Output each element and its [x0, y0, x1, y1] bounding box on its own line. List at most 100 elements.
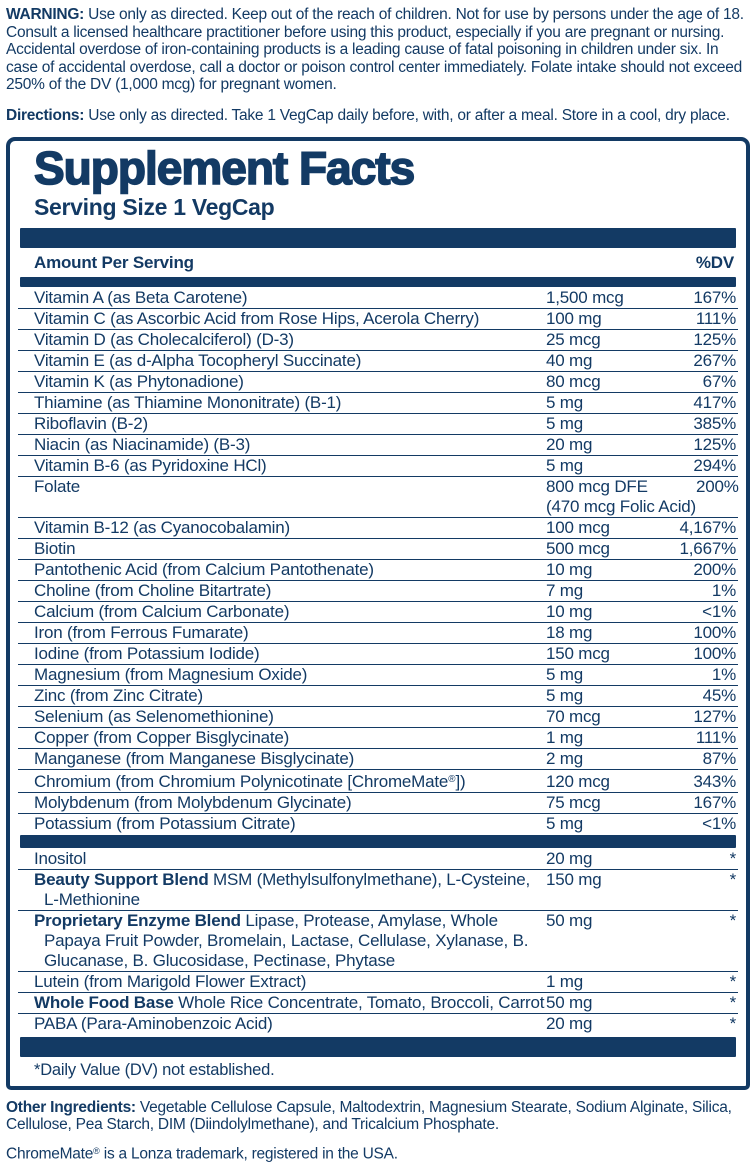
registered-trademark-symbol: ® — [93, 1145, 100, 1156]
supplement-facts-panel: Supplement Facts Serving Size 1 VegCap A… — [6, 137, 750, 1090]
row-dv-value: 1% — [711, 665, 736, 684]
row-amount: 80 mcg — [546, 372, 601, 391]
row-nutrient-name: Vitamin A (as Beta Carotene) — [34, 288, 248, 307]
row-nutrient-name: Choline (from Choline Bitartrate) — [34, 581, 272, 600]
row-nutrient-name: Biotin — [34, 539, 76, 558]
facts-rows-other: Inositol 20 mg * Beauty Support Blend MSM (… — [18, 848, 738, 1035]
row-amount: 20 mg — [546, 1013, 593, 1033]
row-nutrient-name: Whole Food Base Whole Rice Concentrate, … — [34, 992, 545, 1012]
row-amount: 120 mcg — [546, 771, 610, 791]
row-nutrient-name: Vitamin E (as d-Alpha Tocopheryl Succina… — [34, 351, 362, 370]
row-blend-name: Beauty Support Blend — [34, 869, 209, 889]
table-row: Vitamin K (as Phytonadione) 80 mcg 67% — [18, 371, 738, 392]
row-amount: 40 mg — [546, 351, 593, 370]
row-nutrient-name: Manganese (from Manganese Bisglycinate) — [34, 749, 355, 768]
row-dv-value: 100% — [693, 623, 736, 642]
row-dv-value: 167% — [693, 792, 736, 812]
table-row: Inositol 20 mg * — [18, 849, 738, 869]
dv-footnote: *Daily Value (DV) not established. — [34, 1060, 275, 1079]
row-dv-value: 111% — [695, 728, 736, 747]
row-dv-value: 67% — [702, 372, 737, 391]
directions-paragraph: Directions: Use only as directed. Take 1… — [6, 107, 752, 125]
table-row: Niacin (as Niacinamide) (B-3) 20 mg 125% — [18, 434, 738, 455]
other-ingredients-text: Vegetable Cellulose Capsule, Maltodextri… — [6, 1098, 732, 1134]
table-row: Whole Food Base Whole Rice Concentrate, … — [18, 991, 738, 1013]
warning-text: Use only as directed. Keep out of the re… — [6, 6, 744, 93]
table-row: Vitamin B-12 (as Cyanocobalamin) 100 mcg 4… — [18, 517, 738, 538]
row-nutrient-name: Calcium (from Calcium Carbonate) — [34, 602, 290, 621]
row-dv-value: 1% — [711, 581, 736, 600]
row-dv-value: 200% — [696, 477, 739, 496]
row-dv-value: 45% — [702, 686, 737, 705]
row-amount: 50 mg — [546, 910, 593, 930]
row-dv-value: * — [729, 910, 737, 930]
row-nutrient-name: PABA (Para-Aminobenzoic Acid) — [34, 1013, 273, 1033]
table-row: Copper (from Copper Bisglycinate) 1 mg 111… — [18, 727, 738, 748]
row-nutrient-name: Zinc (from Zinc Citrate) — [34, 686, 203, 705]
row-amount: 70 mcg — [546, 707, 601, 726]
row-nutrient-name: Pantothenic Acid (from Calcium Pantothen… — [34, 560, 374, 579]
row-amount: 10 mg — [546, 602, 593, 621]
row-amount: 10 mg — [546, 560, 593, 579]
row-dv-value: <1% — [702, 602, 736, 621]
row-nutrient-name: Proprietary Enzyme Blend Lipase, Proteas… — [34, 910, 529, 970]
row-dv-value: 1,667% — [679, 539, 737, 558]
row-amount: 1 mg — [546, 971, 583, 991]
row-amount: 5 mg — [546, 686, 583, 705]
divider-bar-mid — [20, 834, 736, 848]
table-row: Vitamin A (as Beta Carotene) 1,500 mcg 167… — [18, 288, 738, 308]
row-amount: 5 mg — [546, 393, 583, 412]
row-nutrient-name: Iodine (from Potassium Iodide) — [34, 644, 260, 663]
row-amount: 20 mg — [546, 435, 593, 454]
table-row: Thiamine (as Thiamine Mononitrate) (B-1)… — [18, 392, 738, 413]
serving-size: Serving Size 1 VegCap — [34, 194, 275, 220]
row-nutrient-name: Lutein (from Marigold Flower Extract) — [34, 971, 307, 991]
table-row: Biotin 500 mcg 1,667% — [18, 538, 738, 559]
column-header-amount: Amount Per Serving — [34, 253, 194, 272]
row-nutrient-name: Magnesium (from Magnesium Oxide) — [34, 665, 308, 684]
facts-rows-main: Vitamin A (as Beta Carotene) 1,500 mcg 167… — [18, 287, 739, 835]
table-row: Riboflavin (B-2) 5 mg 385% — [18, 413, 738, 434]
warning-paragraph: WARNING: Use only as directed. Keep out … — [6, 6, 752, 94]
row-nutrient-name: Iron (from Ferrous Fumarate) — [34, 623, 249, 642]
row-dv-value: 87% — [702, 749, 737, 768]
row-dv-value: 200% — [693, 560, 736, 579]
other-ingredients-label: Other Ingredients: — [6, 1098, 136, 1116]
row-nutrient-name: Potassium (from Potassium Citrate) — [34, 813, 296, 833]
row-dv-value: 294% — [693, 456, 736, 475]
row-amount: 7 mg — [546, 581, 583, 600]
row-dv-value: 111% — [695, 309, 736, 328]
row-amount: 25 mcg — [546, 330, 601, 349]
row-nutrient-name: Folate — [34, 477, 81, 496]
directions-text: Use only as directed. Take 1 VegCap dail… — [84, 106, 730, 124]
row-amount: 100 mcg — [546, 518, 610, 537]
row-nutrient-name: Vitamin B-6 (as Pyridoxine HCl) — [34, 456, 267, 475]
row-nutrient-name: Niacin (as Niacinamide) (B-3) — [34, 435, 251, 454]
row-dv-value: 125% — [693, 435, 736, 454]
row-dv-value: * — [729, 869, 737, 889]
row-amount: 1 mg — [546, 728, 583, 747]
row-amount: 20 mg — [546, 848, 593, 868]
other-ingredients-paragraph: Other Ingredients: Vegetable Cellulose C… — [6, 1099, 752, 1134]
trademark-note: ChromeMate® is a Lonza trademark, regist… — [6, 1145, 398, 1163]
row-dv-value: * — [729, 1013, 737, 1033]
divider-bar-bottom — [20, 1036, 736, 1057]
table-row: Molybdenum (from Molybdenum Glycinate) 75… — [18, 791, 738, 813]
row-nutrient-name: Vitamin B-12 (as Cyanocobalamin) — [34, 518, 290, 537]
divider-bar-header — [20, 277, 736, 287]
table-row: Choline (from Choline Bitartrate) 7 mg 1% — [18, 580, 738, 601]
row-dv-value: 417% — [693, 393, 736, 412]
row-dv-value: * — [729, 992, 737, 1012]
column-header-dv: %DV — [695, 253, 734, 272]
row-dv-value: 100% — [693, 644, 736, 663]
row-dv-value: 4,167% — [679, 518, 737, 537]
row-amount: 50 mg — [546, 992, 593, 1012]
row-dv-value: 125% — [693, 330, 736, 349]
row-amount: 150 mg — [546, 869, 602, 889]
row-amount: 5 mg — [546, 665, 583, 684]
directions-label: Directions: — [6, 106, 85, 124]
table-row: Chromium (from Chromium Polynicotinate [… — [18, 769, 738, 792]
table-row: Vitamin D (as Cholecalciferol) (D-3) 25 m… — [18, 329, 738, 350]
row-dv-value: * — [729, 848, 737, 868]
row-amount: 500 mcg — [546, 539, 610, 558]
